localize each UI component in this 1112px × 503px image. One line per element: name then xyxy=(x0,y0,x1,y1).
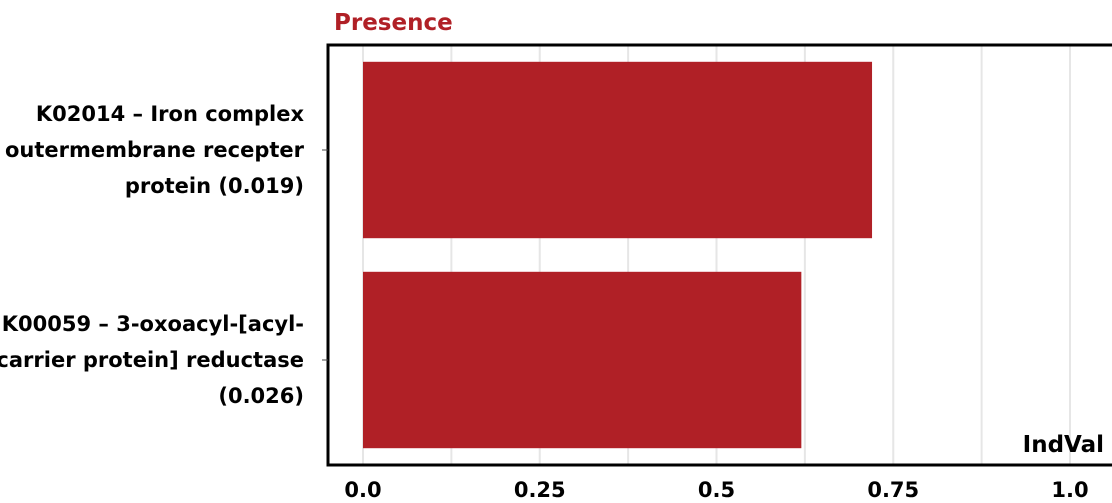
x-tick-label: 0.0 xyxy=(344,478,381,502)
x-tick-label: 0.25 xyxy=(514,478,566,502)
x-tick-label: 1.0 xyxy=(1051,478,1088,502)
bar-1 xyxy=(363,61,873,239)
chart-title: Presence xyxy=(334,10,453,36)
plot-frame xyxy=(326,43,1112,467)
x-axis-label: IndVal xyxy=(1023,432,1104,458)
category-label: K00059 – 3-oxoacyl-[acyl-carrier protein… xyxy=(0,312,304,408)
y-ticks xyxy=(322,149,328,361)
bars xyxy=(363,61,873,449)
category-label: K02014 – Iron complex outermembrane recep… xyxy=(5,102,305,198)
x-tick-label: 0.5 xyxy=(698,478,735,502)
bar-2 xyxy=(363,271,802,449)
category-labels: K02014 – Iron complex outermembrane recep… xyxy=(0,102,305,408)
x-tick-label: 0.75 xyxy=(867,478,919,502)
x-tick-labels: 0.0 0.25 0.5 0.75 1.0 xyxy=(344,478,1088,502)
